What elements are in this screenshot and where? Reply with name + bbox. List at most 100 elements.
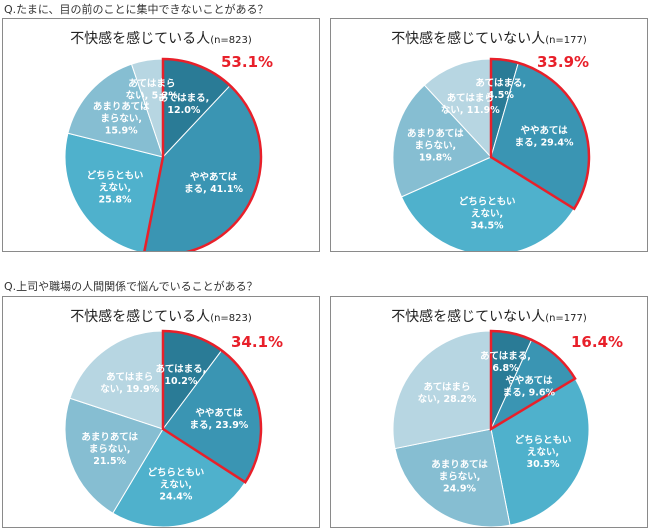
pie-panel-2: 不快感を感じていない人(n=177) あてはまる, 4.5% ややあてはまる, 29… [330,18,648,252]
slice-label-line: 30.5% [527,459,560,470]
pie-slice [392,84,492,198]
slice-label-line: どちらともい [87,170,144,182]
slice-label-line: あてはまる, [159,92,210,104]
pie-panel-3: 不快感を感じている人(n=823) あてはまる, 10.2% ややあてはまる, 23… [2,296,320,528]
slice-label-line: 19.8% [419,153,452,164]
sample-size: (n=823) [210,35,252,46]
slice-label-line: ない, 5.2% [126,90,179,101]
highlight-outline [489,329,577,432]
slice-label-line: 24.9% [443,483,476,494]
slice-label: あてはまらない, 11.9% [441,92,500,116]
pie-panel-1: 不快感を感じている人(n=823) あてはまる, 12.0% ややあてはまる, 41… [2,18,320,252]
slice-label-line: どちらともい [459,196,516,208]
highlight-outline [489,57,591,211]
slice-label: どちらともいえない, 25.8% [87,170,144,206]
slice-label-line: まる, 23.9% [189,419,248,431]
highlight-total: 34.1% [231,333,284,351]
slice-label-line: あてはまる, [480,350,531,362]
slice-label-line: まる, 41.1% [184,183,243,195]
slice-label-line: あてはまる, [475,77,526,89]
slice-label: あてはまる, 10.2% [156,363,207,387]
slice-label: あまりあてはまらない, 15.9% [93,101,150,137]
slice-label-line: まらない, [100,113,142,125]
slice-label-line: 6.8% [492,363,519,374]
slice-label-line: 21.5% [93,456,126,467]
pie-chart: あてはまる, 12.0% ややあてはまる, 41.1% どちらともいえない, 25.8%… [64,57,263,251]
highlight-total: 33.9% [537,53,590,71]
slice-label-line: ややあては [521,125,569,137]
slice-label-line: どちらともい [147,466,204,478]
sample-size: (n=177) [545,313,587,324]
slice-label-line: あまりあては [93,101,150,113]
highlight-outline [143,57,263,251]
pie-chart: あてはまる, 6.8%ややあてはまる, 9.6% どちらともいえない, 30.5% あま… [392,329,590,527]
slice-label: あてはまる, 6.8% [480,350,531,374]
chart-title: 不快感を感じていない人(n=177) [391,309,587,325]
slice-label: どちらともいえない, 24.4% [147,466,204,502]
slice-label-line: ややあては [195,407,243,419]
slice-label-line: まらない, [439,470,481,482]
slice-label-line: あてはまら [423,381,470,393]
slice-label-line: あまりあては [431,458,488,470]
chart-title: 不快感を感じている人(n=823) [70,31,252,47]
slice-label: あてはまる, 4.5% [475,77,526,101]
slice-label: どちらともいえない, 34.5% [459,196,516,232]
slice-label-line: あてはまら [106,371,153,383]
sample-size: (n=823) [210,313,252,324]
slice-label: ややあてはまる, 41.1% [184,171,243,195]
slice-label: あまりあてはまらない, 21.5% [81,431,138,467]
slice-label-line: まらない, [414,140,456,152]
pie-chart: あてはまる, 10.2% ややあてはまる, 23.9% どちらともいえない, 24.4%… [64,329,263,527]
slice-label: あてはまる, 12.0% [159,92,210,116]
slice-label-line: ややあては [190,171,238,183]
slice-label-line: まる, 29.4% [515,137,574,149]
slice-label: ややあてはまる, 9.6% [503,375,556,399]
pie-slice [394,428,511,527]
slice-label-line: 10.2% [164,376,197,387]
slice-label: あてはまらない, 19.9% [100,371,159,395]
slice-label-line: 25.8% [99,195,132,206]
pie-slice [64,397,164,514]
slice-label-line: ない, 11.9% [441,105,500,116]
slice-label-line: えない, [160,479,192,490]
slice-label-line: 4.5% [488,90,515,101]
highlight-total: 53.1% [221,53,274,71]
slice-label-line: あまりあては [81,431,138,443]
slice-label: ややあてはまる, 23.9% [189,407,248,431]
slice-label-line: あまりあては [407,128,464,140]
pie-slice [112,428,246,527]
chart-title: 不快感を感じていない人(n=177) [391,31,587,47]
slice-label-line: 12.0% [167,105,200,116]
slice-label-line: えない, [471,209,503,220]
highlight-total: 16.4% [571,333,624,351]
slice-label: あまりあてはまらない, 24.9% [431,458,488,494]
slice-label: あまりあてはまらない, 19.8% [407,128,464,164]
pie-slice [69,330,164,430]
slice-label-line: えない, [99,183,131,194]
slice-label-line: どちらともい [515,434,572,446]
slice-label-line: 15.9% [105,126,138,137]
question-2: Q.上司や職場の人間関係で悩んでいることがある？ [4,280,258,293]
slice-label: あてはまらない, 5.2% [126,77,179,101]
slice-label-line: えない, [527,447,559,458]
slice-label-line: あてはまら [128,77,175,89]
slice-label-line: まる, 9.6% [503,387,556,399]
slice-label-line: ややあては [505,375,553,387]
pie-panel-4: 不快感を感じていない人(n=177) あてはまる, 6.8% ややあてはまる, 9.… [330,296,648,528]
sample-size: (n=177) [545,35,587,46]
slice-label: あてはまらない, 28.2% [418,381,477,405]
pie-chart: あてはまる, 4.5% ややあてはまる, 29.4% どちらともいえない, 34.5% あ… [392,57,591,251]
slice-label-line: あてはまら [447,92,494,104]
highlight-outline [161,329,263,484]
slice-label-line: ない, 19.9% [100,384,159,395]
slice-label-line: 34.5% [471,221,504,232]
pie-slice [400,156,575,251]
pie-slice [64,132,164,251]
slice-label-line: 24.4% [159,491,192,502]
slice-label-line: まらない, [89,443,131,455]
slice-label-line: あてはまる, [156,363,207,375]
chart-title: 不快感を感じている人(n=823) [70,309,252,325]
pie-slice [392,330,492,450]
pie-slice [423,58,492,159]
slice-label: どちらともいえない, 30.5% [515,434,572,470]
